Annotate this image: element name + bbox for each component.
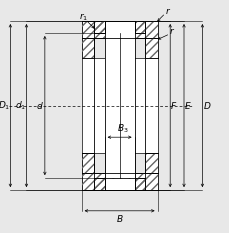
Bar <box>81 58 157 153</box>
Bar <box>134 178 144 190</box>
Bar <box>81 38 94 58</box>
Text: r: r <box>169 27 173 36</box>
Text: $F$: $F$ <box>169 100 177 111</box>
Text: $d_1$: $d_1$ <box>15 99 26 112</box>
Bar <box>81 153 94 173</box>
Bar <box>81 21 157 38</box>
Bar <box>104 33 134 178</box>
Bar <box>144 38 157 58</box>
Text: $B_3$: $B_3$ <box>117 123 128 135</box>
Bar <box>81 153 94 173</box>
Text: $E$: $E$ <box>183 100 191 111</box>
Bar <box>81 173 157 190</box>
Text: $r_1$: $r_1$ <box>78 12 87 23</box>
Bar <box>144 38 157 58</box>
Bar <box>144 153 157 173</box>
Text: $d$: $d$ <box>36 100 44 111</box>
Bar <box>94 178 104 190</box>
Bar <box>134 21 144 33</box>
Bar <box>104 178 134 190</box>
Bar <box>134 178 144 190</box>
Bar <box>81 173 157 190</box>
Bar <box>81 21 157 38</box>
Bar <box>144 153 157 173</box>
Bar <box>81 38 94 58</box>
Bar <box>94 21 104 33</box>
Text: $B$: $B$ <box>115 213 123 224</box>
Text: $D$: $D$ <box>202 100 211 111</box>
Text: r: r <box>165 7 168 16</box>
Bar <box>104 21 134 33</box>
Bar <box>94 178 104 190</box>
Bar <box>94 21 104 33</box>
Bar <box>134 21 144 33</box>
Text: $D_1$: $D_1$ <box>0 99 10 112</box>
